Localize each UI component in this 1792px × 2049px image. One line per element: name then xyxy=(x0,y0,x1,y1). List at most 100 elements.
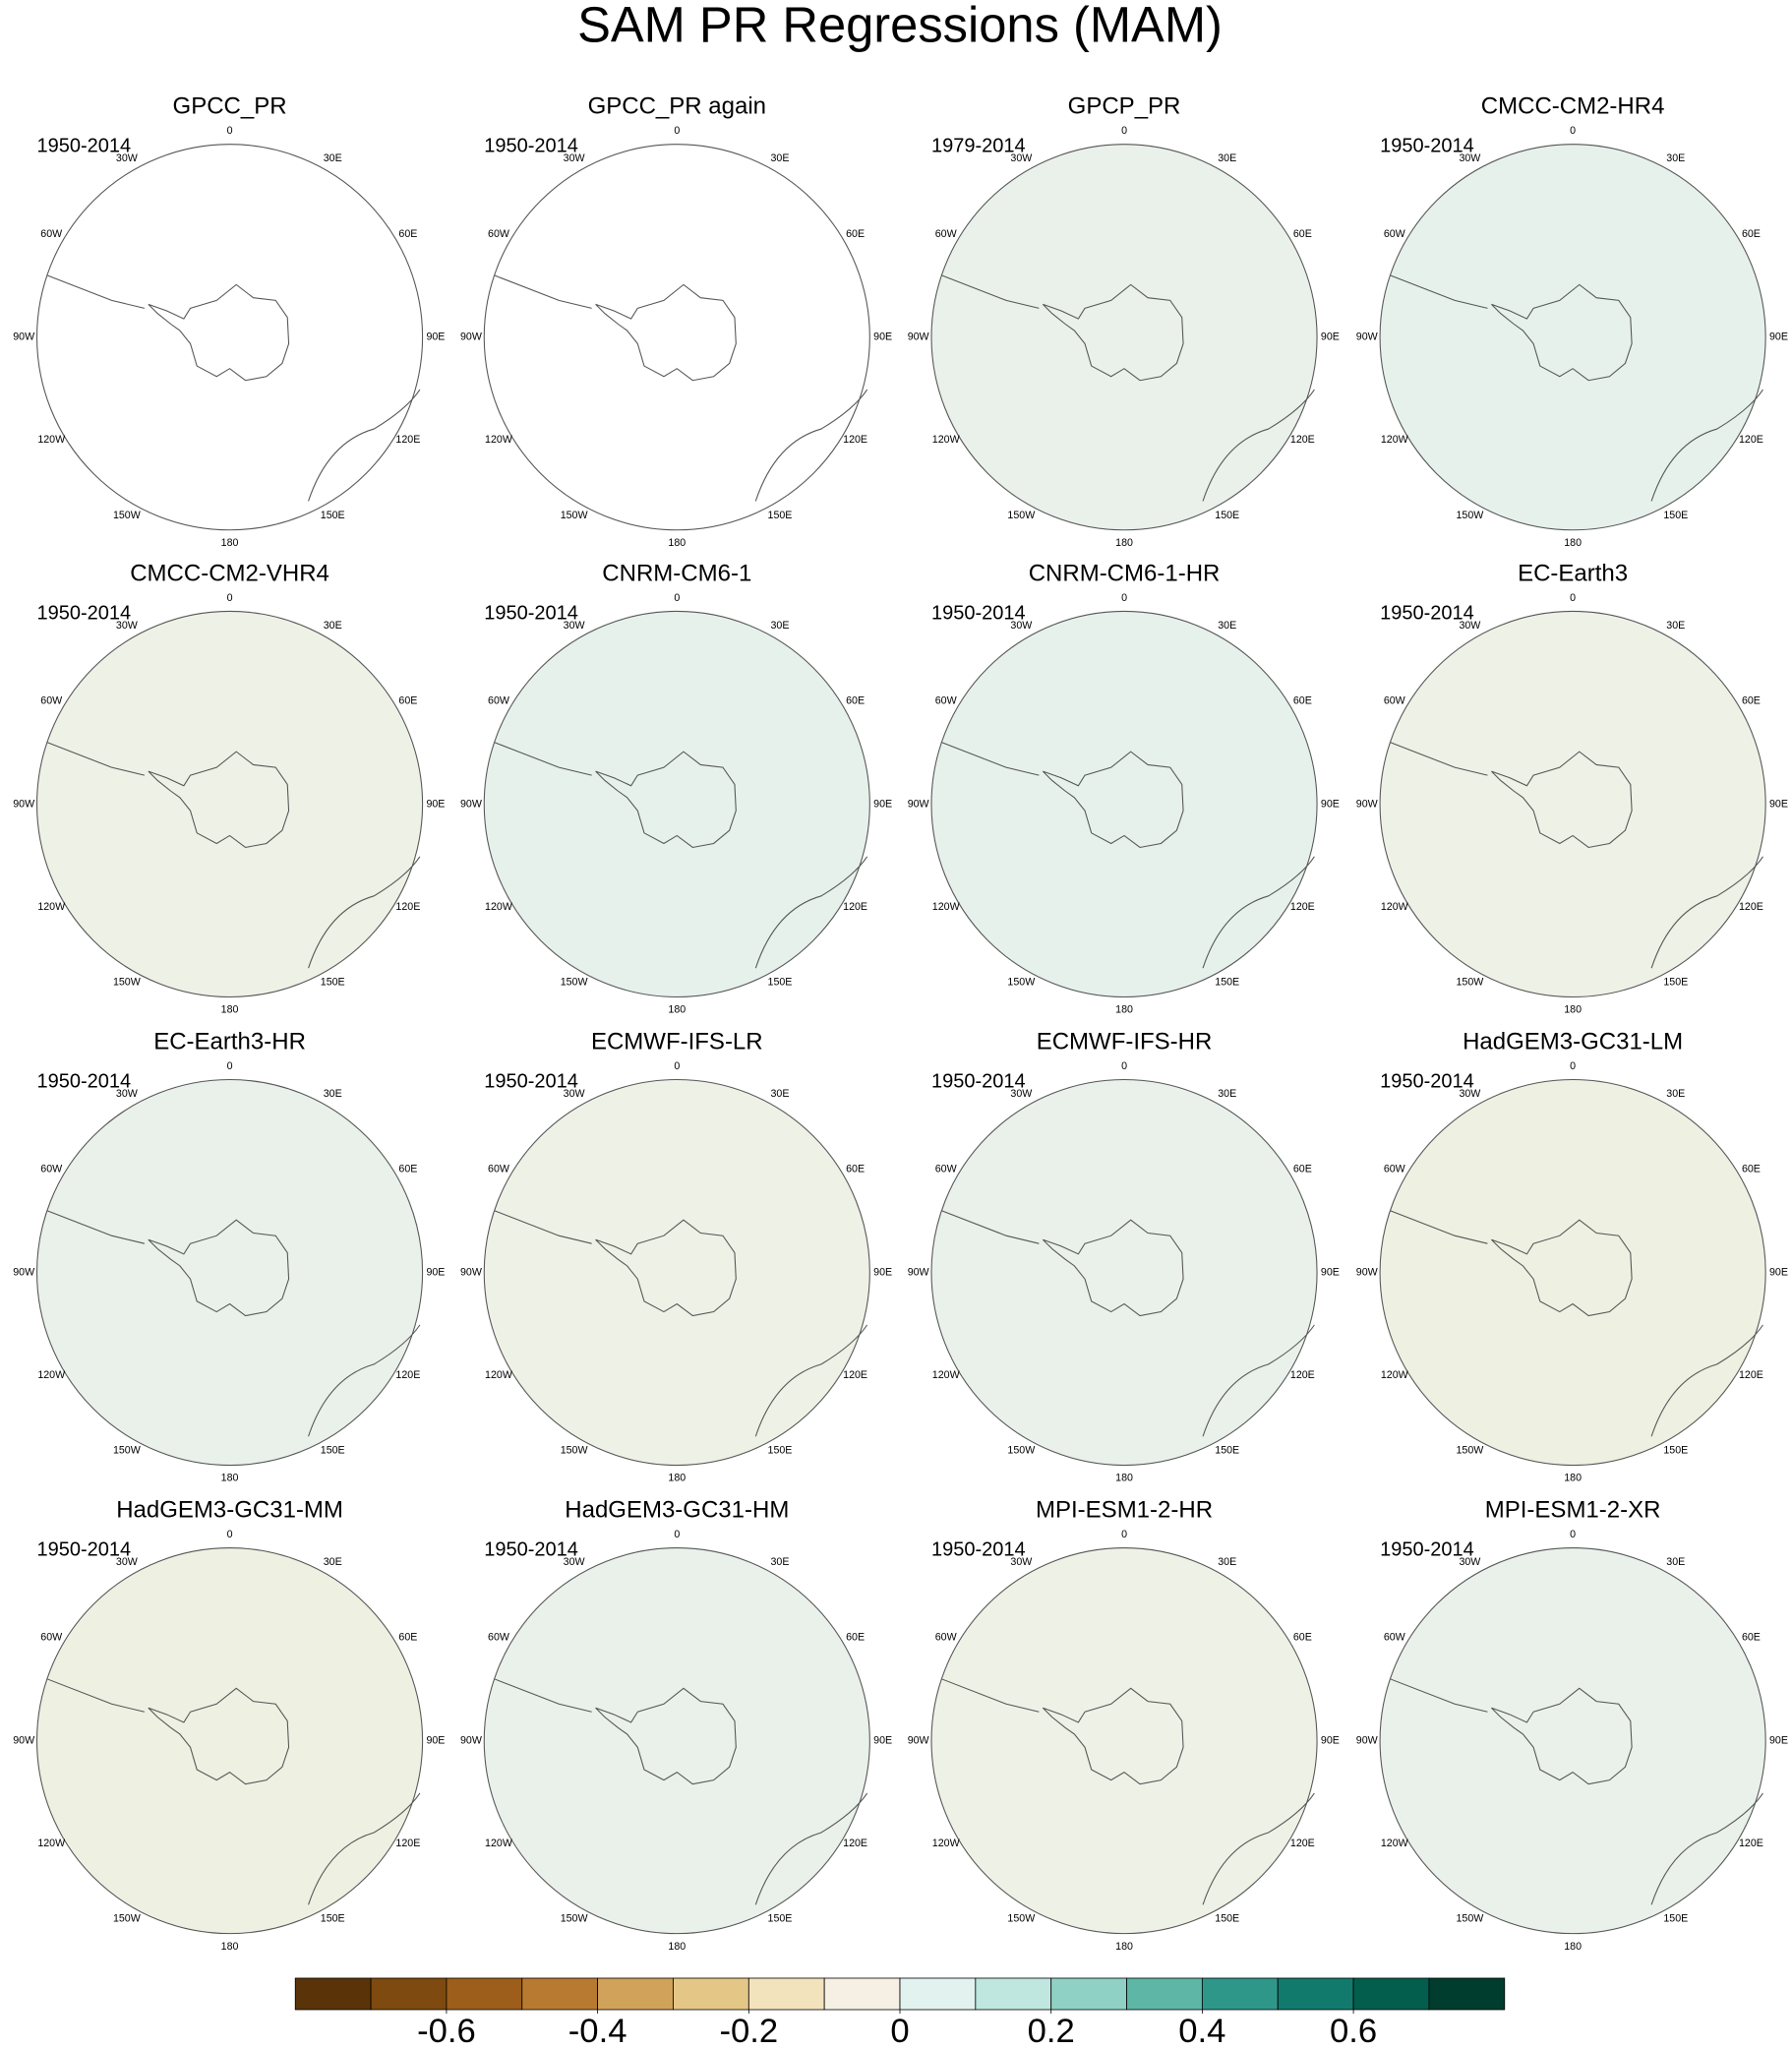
coastline xyxy=(47,1678,146,1713)
longitude-label: 180 xyxy=(1564,1473,1582,1484)
longitude-label: 90W xyxy=(13,331,35,343)
longitude-label: 0 xyxy=(674,592,680,604)
longitude-label: 90W xyxy=(908,1266,930,1278)
longitude-label: 120E xyxy=(1290,1838,1315,1849)
coastline xyxy=(308,1324,421,1437)
colorbar-segment xyxy=(747,1977,825,2011)
coastline xyxy=(941,274,1040,309)
longitude-label: 180 xyxy=(1115,1941,1133,1953)
panel-title: GPCC_PR xyxy=(173,93,287,120)
longitude-label: 150E xyxy=(1215,510,1239,521)
longitude-label: 150W xyxy=(113,1445,142,1457)
longitude-label: 150W xyxy=(1457,977,1485,989)
longitude-label: 180 xyxy=(221,537,239,549)
longitude-label: 120W xyxy=(37,434,66,446)
longitude-label: 0 xyxy=(674,125,680,137)
longitude-label: 120E xyxy=(1739,434,1763,446)
panel-title: EC-Earth3-HR xyxy=(153,1029,306,1055)
longitude-label: 0 xyxy=(227,1060,233,1072)
panel-period: 1950-2014 xyxy=(1380,1070,1474,1092)
panel-title: HadGEM3-GC31-MM xyxy=(116,1497,343,1524)
longitude-label: 120W xyxy=(37,1838,66,1849)
longitude-label: 90E xyxy=(873,798,892,810)
longitude-label: 180 xyxy=(221,1004,239,1016)
longitude-label: 30E xyxy=(324,1556,342,1568)
longitude-label: 120W xyxy=(1381,1838,1409,1849)
longitude-label: 180 xyxy=(221,1941,239,1953)
longitude-label: 0 xyxy=(1570,1529,1576,1540)
longitude-label: 120E xyxy=(843,1369,867,1381)
panel-title: CNRM-CM6-1-HR xyxy=(1029,560,1221,586)
panel-title: HadGEM3-GC31-HM xyxy=(565,1497,789,1524)
colorbar-segment xyxy=(294,1977,372,2011)
coastline xyxy=(47,742,146,776)
longitude-label: 180 xyxy=(1115,1473,1133,1484)
longitude-label: 150W xyxy=(1007,977,1036,989)
map-panel: MPI-ESM1-2-HR 1950-2014 0 30E 60E 90E 120E 150E… xyxy=(908,1497,1340,1953)
coastline xyxy=(1202,1792,1315,1905)
longitude-label: 60E xyxy=(1742,228,1761,240)
longitude-label: 30W xyxy=(116,620,139,632)
colorbar-segment xyxy=(899,1977,977,2011)
coastline xyxy=(148,1687,290,1785)
longitude-label: 150E xyxy=(1215,977,1239,989)
longitude-label: 90E xyxy=(1321,798,1340,810)
longitude-label: 90E xyxy=(426,331,445,343)
longitude-label: 120W xyxy=(932,434,961,446)
longitude-label: 30W xyxy=(1010,1088,1033,1100)
longitude-label: 0 xyxy=(674,1060,680,1072)
colorbar-segment xyxy=(521,1977,599,2011)
longitude-label: 30W xyxy=(1459,1556,1481,1568)
longitude-label: 150W xyxy=(1007,1445,1036,1457)
panel-period: 1950-2014 xyxy=(37,602,132,624)
longitude-label: 180 xyxy=(1564,1941,1582,1953)
longitude-label: 60E xyxy=(1742,695,1761,707)
longitude-label: 90E xyxy=(1321,1734,1340,1746)
longitude-label: 150W xyxy=(113,510,142,521)
longitude-label: 150W xyxy=(561,977,589,989)
longitude-label: 90E xyxy=(1769,1734,1788,1746)
longitude-label: 60E xyxy=(846,695,865,707)
coastline xyxy=(148,1219,290,1317)
colorbar-segment xyxy=(1050,1977,1127,2011)
map-panel: CNRM-CM6-1 1950-2014 0 30E 60E 90E 120E 150E 180… xyxy=(460,560,892,1015)
longitude-label: 90E xyxy=(1769,1266,1788,1278)
panel-title: MPI-ESM1-2-XR xyxy=(1485,1497,1661,1524)
panel-title: HadGEM3-GC31-LM xyxy=(1463,1029,1683,1055)
longitude-label: 30E xyxy=(324,1088,342,1100)
coastline xyxy=(1042,751,1184,849)
colorbar-segment xyxy=(597,1977,674,2011)
longitude-label: 150E xyxy=(321,1445,345,1457)
longitude-label: 0 xyxy=(227,1529,233,1540)
coastline xyxy=(47,1210,146,1244)
longitude-label: 90W xyxy=(460,1266,483,1278)
longitude-label: 120W xyxy=(485,1369,513,1381)
longitude-label: 180 xyxy=(1115,1004,1133,1016)
longitude-label: 60W xyxy=(1384,1632,1406,1644)
coastline xyxy=(47,274,146,309)
longitude-label: 90W xyxy=(908,1734,930,1746)
longitude-label: 90W xyxy=(1356,798,1379,810)
map-disc xyxy=(483,610,870,998)
panel-period: 1950-2014 xyxy=(1380,1539,1474,1561)
longitude-label: 60E xyxy=(398,695,417,707)
panel-period: 1950-2014 xyxy=(484,1539,578,1561)
longitude-label: 180 xyxy=(1564,537,1582,549)
longitude-label: 60W xyxy=(488,695,510,707)
coastline xyxy=(1390,1678,1488,1713)
map-panel: EC-Earth3 1950-2014 0 30E 60E 90E 120E 150E 180 1… xyxy=(1356,560,1788,1015)
longitude-label: 150E xyxy=(768,1913,793,1925)
panel-period: 1950-2014 xyxy=(931,1539,1026,1561)
longitude-label: 120E xyxy=(1290,901,1315,913)
longitude-label: 60E xyxy=(1293,1632,1312,1644)
longitude-label: 60E xyxy=(398,1164,417,1175)
longitude-label: 30E xyxy=(770,152,789,164)
longitude-label: 60W xyxy=(935,1164,958,1175)
longitude-label: 30W xyxy=(1010,152,1033,164)
longitude-label: 0 xyxy=(674,1529,680,1540)
panel-title: ECMWF-IFS-HR xyxy=(1037,1029,1213,1055)
coastline xyxy=(595,283,737,382)
colorbar-tick-label: 0.2 xyxy=(1028,2013,1075,2049)
longitude-label: 120W xyxy=(932,1369,961,1381)
longitude-label: 30E xyxy=(1666,1556,1685,1568)
